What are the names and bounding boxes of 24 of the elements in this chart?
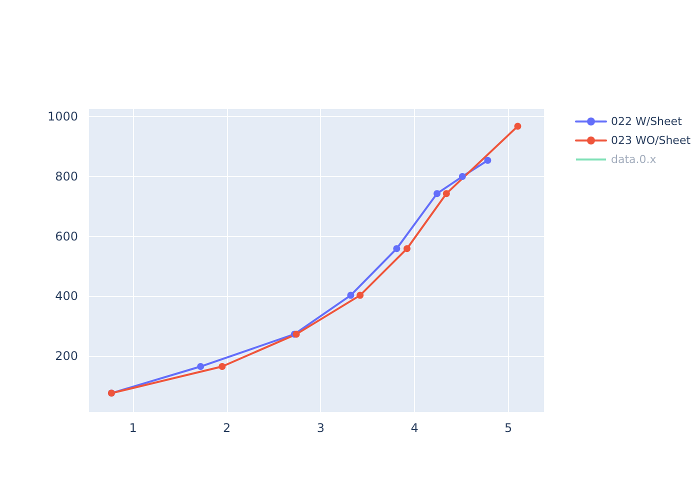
point bbox=[434, 190, 441, 198]
legend-label: 022 W/Sheet bbox=[611, 115, 683, 128]
point bbox=[442, 190, 450, 198]
point bbox=[347, 292, 354, 299]
y-tick-label: 800 bbox=[55, 170, 78, 184]
x-tick-label: 2 bbox=[223, 421, 231, 435]
x-tick-label: 5 bbox=[504, 421, 512, 435]
legend-label: 023 WO/Sheet bbox=[611, 134, 692, 147]
y-tick-label: 200 bbox=[55, 349, 78, 364]
x-tick-label: 1 bbox=[129, 421, 137, 435]
point bbox=[393, 245, 400, 252]
point bbox=[197, 363, 204, 370]
y-tick-label: 1000 bbox=[47, 110, 78, 124]
point bbox=[484, 156, 492, 164]
x-tick-label: 4 bbox=[410, 421, 418, 435]
point bbox=[458, 173, 466, 180]
point bbox=[356, 292, 364, 299]
point bbox=[514, 122, 522, 130]
y-tick-label: 400 bbox=[55, 289, 78, 304]
x-tick-label: 3 bbox=[316, 421, 325, 435]
point bbox=[218, 363, 226, 370]
legend-label: data.0.x bbox=[611, 153, 657, 166]
y-tick-label: 600 bbox=[55, 229, 78, 244]
point bbox=[404, 245, 411, 252]
